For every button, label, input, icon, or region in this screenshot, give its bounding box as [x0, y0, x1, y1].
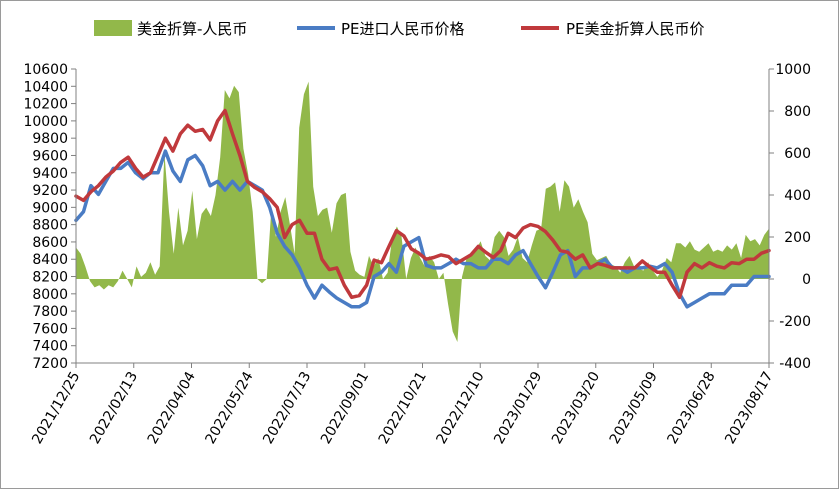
x-tick-label: 2023/06/28 [665, 369, 719, 447]
y-right-tick-label: -400 [779, 356, 811, 372]
y-left-tick-label: 9800 [32, 131, 68, 147]
x-tick-label: 2022/10/21 [376, 369, 430, 447]
y-right-tick-label: 200 [784, 230, 811, 246]
y-left-tick-label: 7200 [32, 356, 68, 372]
y-left-tick-label: 10000 [23, 114, 68, 130]
plot-area: 7200740076007800800082008400860088009000… [23, 62, 811, 447]
x-tick-label: 2023/08/17 [722, 369, 776, 447]
y-left-tick-label: 8800 [32, 218, 68, 234]
series-line-blue [74, 149, 771, 309]
x-tick-label: 2022/04/04 [145, 369, 199, 447]
x-tick-label: 2022/02/13 [87, 369, 141, 447]
legend-label-red: PE美金折算人民币价 [566, 20, 705, 38]
x-tick-label: 2022/09/01 [318, 369, 372, 447]
y-left-tick-label: 10200 [23, 97, 68, 113]
legend: 美金折算-人民币 PE进口人民币价格 PE美金折算人民币价 [94, 20, 705, 38]
y-left-tick-label: 8200 [32, 270, 68, 286]
y-right-tick-label: 400 [784, 188, 811, 204]
y-right-tick-label: -200 [779, 314, 811, 330]
y-left-tick-label: 9000 [32, 200, 68, 216]
x-tick-label: 2021/12/25 [29, 369, 83, 447]
y-right-tick-label: 1000 [775, 62, 811, 78]
y-left-tick-label: 7600 [32, 321, 68, 337]
y-left-tick-label: 8600 [32, 235, 68, 251]
legend-swatch-area [94, 20, 132, 36]
x-tick-label: 2023/01/29 [491, 369, 545, 447]
y-left-tick-label: 7400 [32, 339, 68, 355]
x-tick-label: 2022/05/24 [203, 369, 257, 447]
legend-label-blue: PE进口人民币价格 [341, 20, 465, 38]
y-left-tick-label: 7800 [32, 304, 68, 320]
y-right-tick-label: 600 [784, 146, 811, 162]
y-right-tick-label: 0 [802, 272, 811, 288]
y-left-tick-label: 9400 [32, 166, 68, 182]
x-tick-label: 2023/03/20 [549, 369, 603, 447]
series-line-red [74, 108, 771, 300]
area-series [76, 81, 769, 342]
x-tick-label: 2022/12/10 [434, 369, 488, 447]
x-tick-label: 2022/07/13 [260, 369, 314, 447]
y-left-tick-label: 10600 [23, 62, 68, 78]
x-tick-label: 2023/05/09 [607, 369, 661, 447]
y-right-tick-label: 800 [784, 104, 811, 120]
y-left-tick-label: 9600 [32, 148, 68, 164]
y-left-tick-label: 8000 [32, 287, 68, 303]
y-left-tick-label: 8400 [32, 252, 68, 268]
y-left-tick-label: 9200 [32, 183, 68, 199]
y-left-tick-label: 10400 [23, 79, 68, 95]
legend-label-area: 美金折算-人民币 [137, 20, 247, 38]
